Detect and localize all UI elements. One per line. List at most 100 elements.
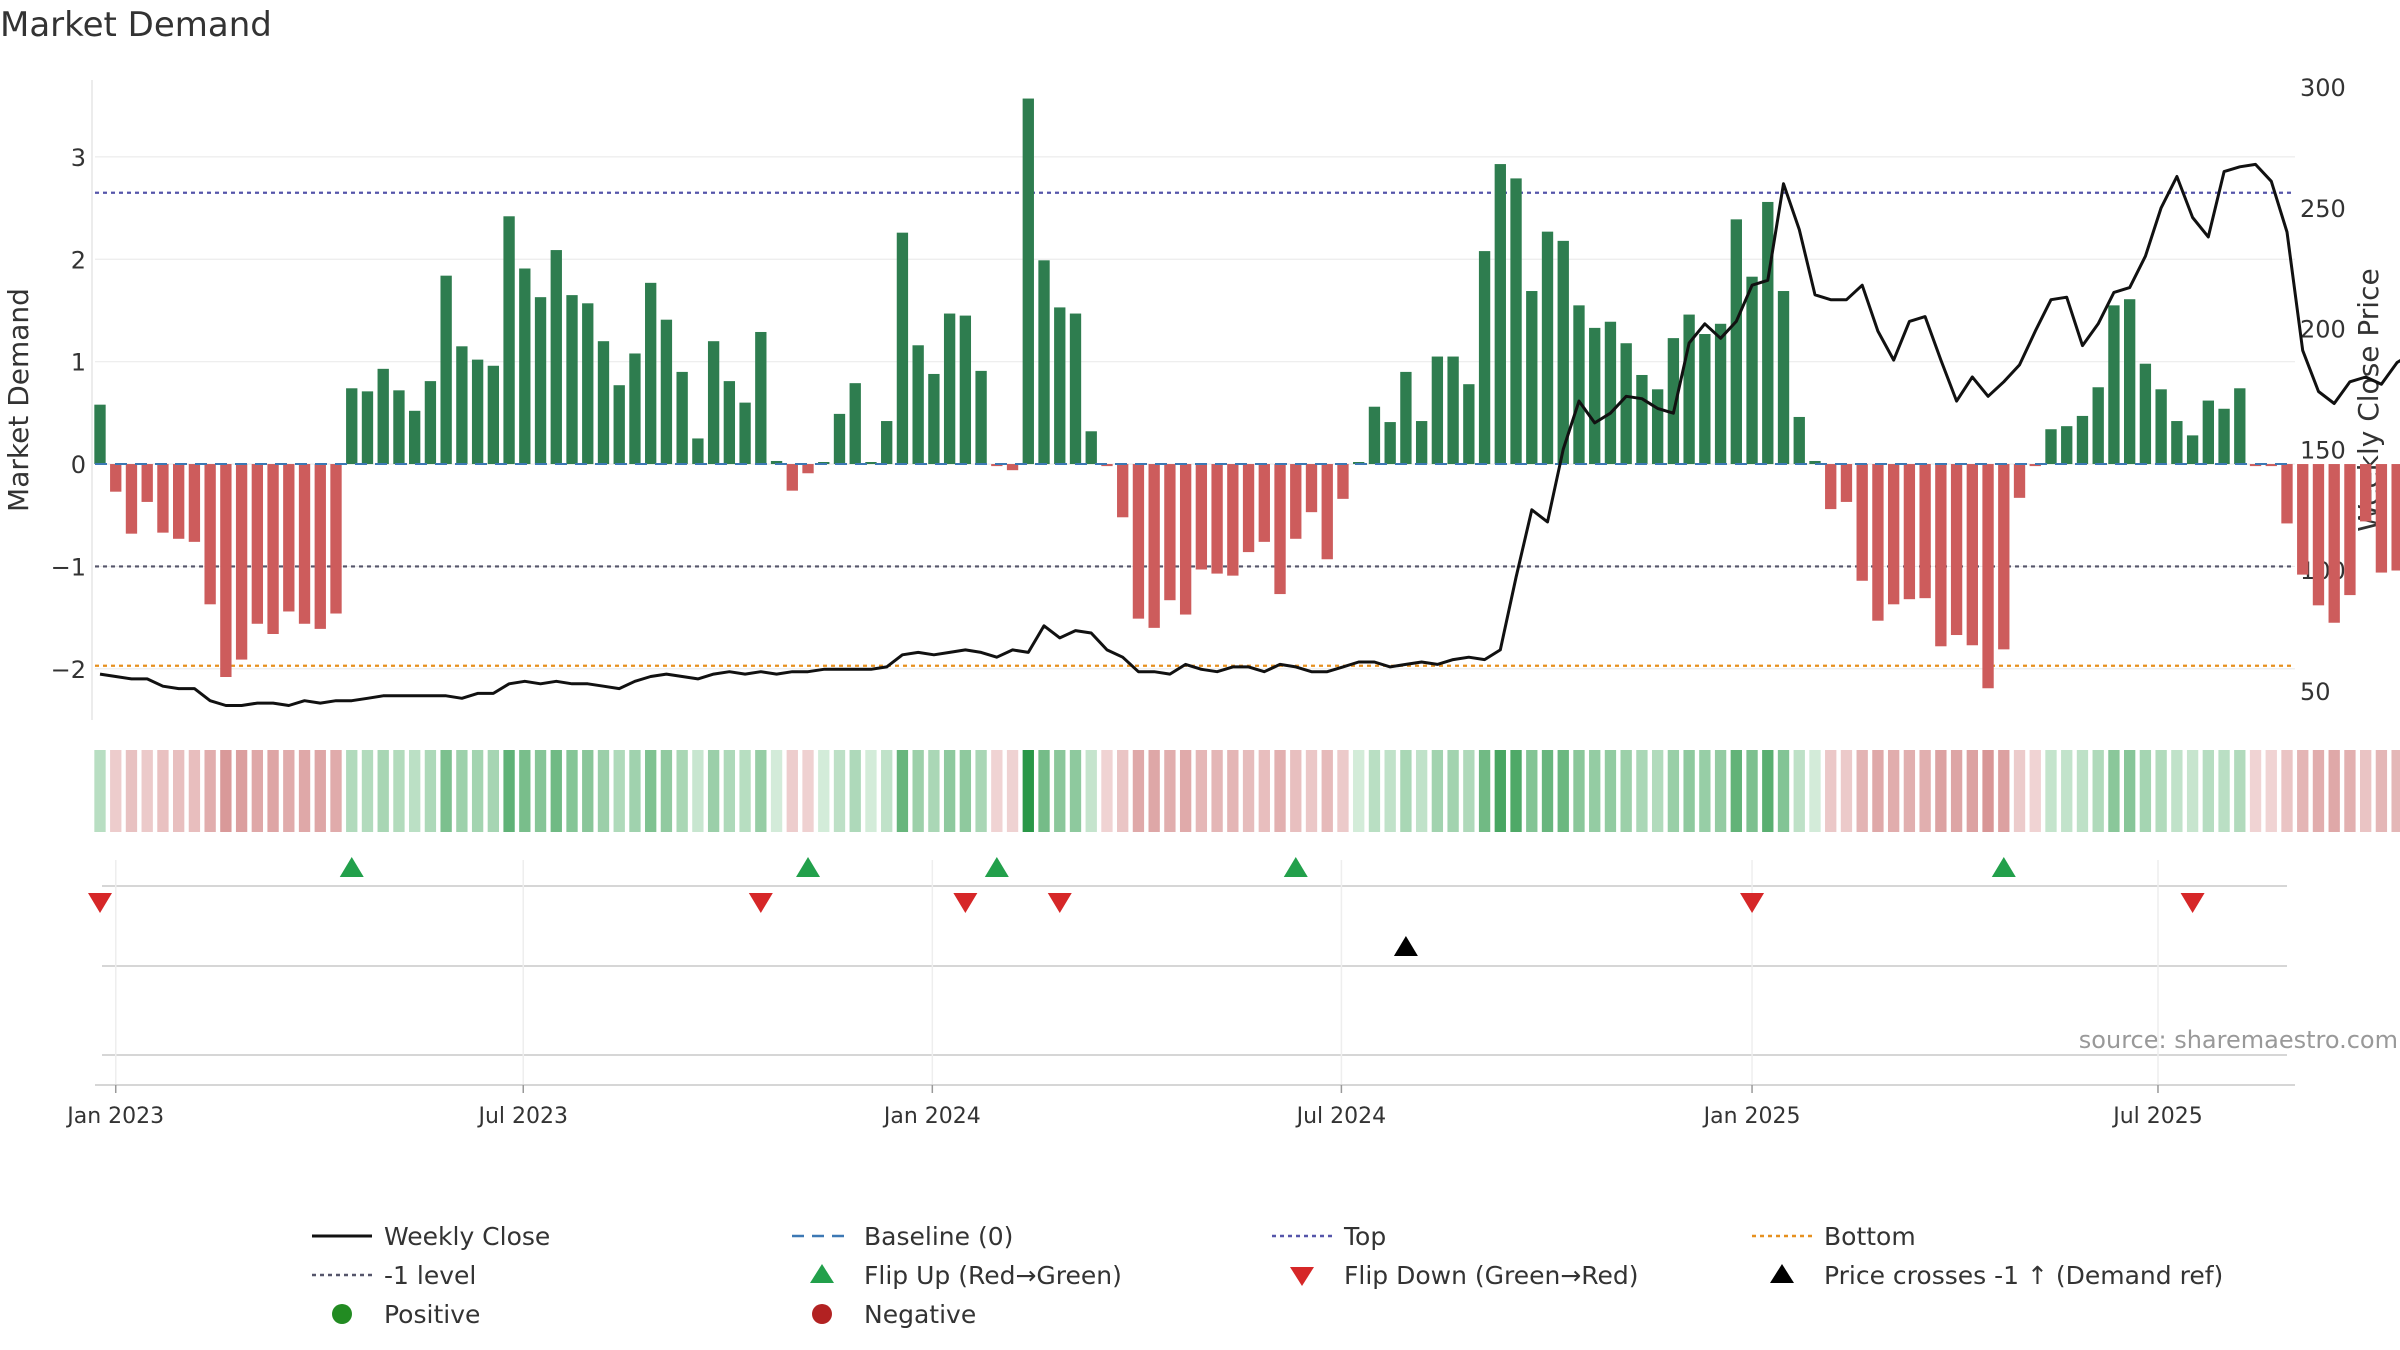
y-tick-label-left: 2 — [71, 246, 86, 274]
strip-cell — [849, 750, 861, 832]
legend-label: Flip Down (Green→Red) — [1344, 1261, 1639, 1290]
y-tick-label-left: 1 — [71, 349, 86, 377]
demand-bar — [613, 385, 625, 465]
demand-bar — [1526, 291, 1538, 465]
strip-cell — [975, 750, 987, 832]
strip-cell — [1179, 750, 1192, 832]
demand-bar — [881, 421, 893, 465]
flip-up-marker — [984, 857, 1009, 877]
demand-bar — [125, 464, 138, 534]
x-tick-label: Jan 2025 — [1702, 1104, 1801, 1129]
strip-cell — [912, 750, 924, 832]
x-tick-label: Jul 2023 — [476, 1104, 568, 1129]
demand-bar — [1274, 464, 1286, 595]
strip-cell — [1132, 750, 1145, 832]
demand-bar — [1573, 305, 1585, 465]
legend-swatch-triangle-up — [810, 1264, 834, 1283]
event-markers — [88, 857, 2287, 1085]
demand-bar — [849, 383, 861, 465]
demand-bar — [2013, 464, 2026, 498]
strip-cell — [1541, 750, 1554, 832]
strip-cell — [1227, 750, 1239, 832]
strip-cell — [1809, 750, 1821, 832]
strip-cell — [676, 750, 688, 832]
demand-bar — [157, 464, 169, 533]
demand-bar — [1730, 219, 1742, 465]
strip-cell — [943, 750, 956, 832]
demand-bar — [1179, 464, 1192, 615]
y-tick-label-left: −1 — [51, 553, 86, 581]
strip-cell — [1431, 750, 1444, 832]
demand-bar — [1950, 464, 1963, 636]
demand-bar — [2123, 299, 2136, 465]
strip-cell — [204, 750, 216, 832]
strip-cell — [519, 750, 531, 832]
demand-bar — [2076, 415, 2089, 465]
y-tick-label-right: 300 — [2300, 74, 2346, 102]
demand-bar — [1699, 334, 1711, 465]
y-axis-label-left: Market Demand — [2, 288, 35, 512]
strip-cell — [1667, 750, 1680, 832]
demand-bar — [645, 282, 657, 465]
x-tick-label: Jul 2025 — [2111, 1104, 2203, 1129]
strip-cell — [707, 750, 720, 832]
demand-bar — [519, 268, 531, 465]
strip-cell — [1290, 750, 1302, 832]
demand-bar — [487, 365, 500, 465]
strip-cell — [110, 750, 122, 832]
demand-bar — [2139, 363, 2152, 465]
strip-cell — [1321, 750, 1333, 832]
demand-bar — [377, 368, 389, 465]
flip-down-marker — [2180, 893, 2205, 913]
strip-cell — [2328, 750, 2340, 832]
demand-bar — [1431, 356, 1444, 465]
strip-cell — [1085, 750, 1097, 832]
strip-cell — [1557, 750, 1569, 832]
demand-bar — [1494, 164, 1506, 465]
demand-bar — [1368, 406, 1381, 465]
strip-cell — [1793, 750, 1805, 832]
strip-cell — [2186, 750, 2199, 832]
strip-cell — [1935, 750, 1947, 832]
strip-cell — [220, 750, 232, 832]
demand-bar — [424, 381, 437, 465]
demand-bar — [1195, 464, 1208, 570]
strip-cell — [2218, 750, 2230, 832]
demand-bar — [1384, 422, 1396, 465]
demand-bar — [503, 216, 515, 465]
demand-bar — [1353, 462, 1365, 465]
strip-cell — [2061, 750, 2073, 832]
demand-bar — [1762, 201, 1774, 465]
x-axis: Jan 2023 Jul 2023 Jan 2024 Jul 2024 Jan 2025… — [65, 1084, 2295, 1129]
strip-cell — [597, 750, 610, 832]
strip-cell — [739, 750, 751, 832]
y-tick-label-right: 200 — [2300, 316, 2346, 344]
strip-cell — [2123, 750, 2136, 832]
demand-bar — [2092, 387, 2104, 465]
demand-bar — [2155, 389, 2167, 465]
strip-cell — [1573, 750, 1585, 832]
strip-cell — [1730, 750, 1742, 832]
strip-cell — [645, 750, 657, 832]
legend-label: Baseline (0) — [864, 1222, 1013, 1251]
strip-cell — [613, 750, 625, 832]
demand-bar — [2202, 400, 2214, 465]
strip-cell — [2234, 750, 2246, 832]
strip-cell — [1117, 750, 1129, 832]
flip-up-marker — [339, 857, 364, 877]
strip-cell — [361, 750, 374, 832]
demand-bar — [2108, 305, 2120, 465]
demand-bar — [833, 413, 846, 465]
demand-bar — [1227, 464, 1239, 576]
strip-cell — [2045, 750, 2057, 832]
strip-cell — [692, 750, 704, 832]
strip-cell — [1982, 750, 1994, 832]
strip-cell — [471, 750, 484, 832]
legend-swatch-triangle-up — [1770, 1264, 1794, 1283]
demand-bar — [1400, 371, 1412, 465]
demand-bar — [220, 464, 232, 677]
flip-up-marker — [796, 857, 821, 877]
demand-bar — [566, 295, 578, 465]
demand-bar — [1651, 389, 1664, 465]
flip-down-marker — [88, 893, 112, 913]
